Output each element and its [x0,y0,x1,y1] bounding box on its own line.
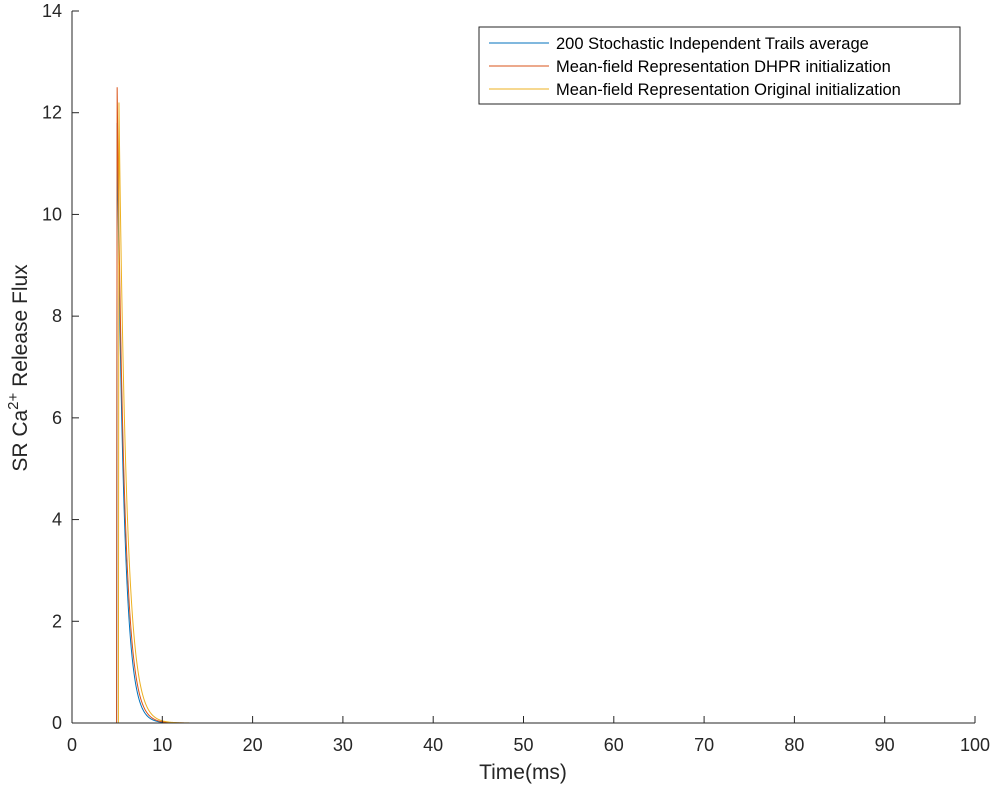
y-tick-label: 12 [42,103,62,123]
y-tick-label: 6 [52,408,62,428]
y-ticks: 0 2 4 6 8 10 12 14 [42,1,79,733]
x-tick-label: 30 [333,735,353,755]
y-tick-label: 8 [52,306,62,326]
x-tick-label: 40 [423,735,443,755]
y-axis-label-superscript: 2+ [5,392,22,409]
y-axis-label-suffix: Release Flux [9,264,32,393]
x-tick-label: 70 [694,735,714,755]
y-tick-label: 10 [42,204,62,224]
x-tick-label: 20 [243,735,263,755]
x-tick-label: 80 [784,735,804,755]
y-tick-label: 14 [42,1,62,21]
legend-box [478,26,961,105]
y-tick-label: 0 [52,713,62,733]
x-tick-label: 60 [604,735,624,755]
y-tick-label: 4 [52,510,62,530]
legend-label-1: 200 Stochastic Independent Trails averag… [556,35,869,53]
legend-label-3: Mean-field Representation Original initi… [556,81,901,99]
x-axis-label: Time(ms) [479,761,567,784]
x-tick-label: 100 [960,735,990,755]
x-tick-label: 10 [152,735,172,755]
x-tick-label: 90 [875,735,895,755]
y-axis-label: SR Ca2+ Release Flux [5,264,32,472]
y-tick-label: 2 [52,611,62,631]
y-axis-label-prefix: SR Ca [9,410,32,472]
legend: 200 Stochastic Independent Trails averag… [478,26,961,105]
x-tick-label: 0 [67,735,77,755]
x-ticks: 0 10 20 30 40 50 60 70 80 90 100 [67,716,990,755]
x-tick-label: 50 [513,735,533,755]
legend-label-2: Mean-field Representation DHPR initializ… [556,58,891,76]
